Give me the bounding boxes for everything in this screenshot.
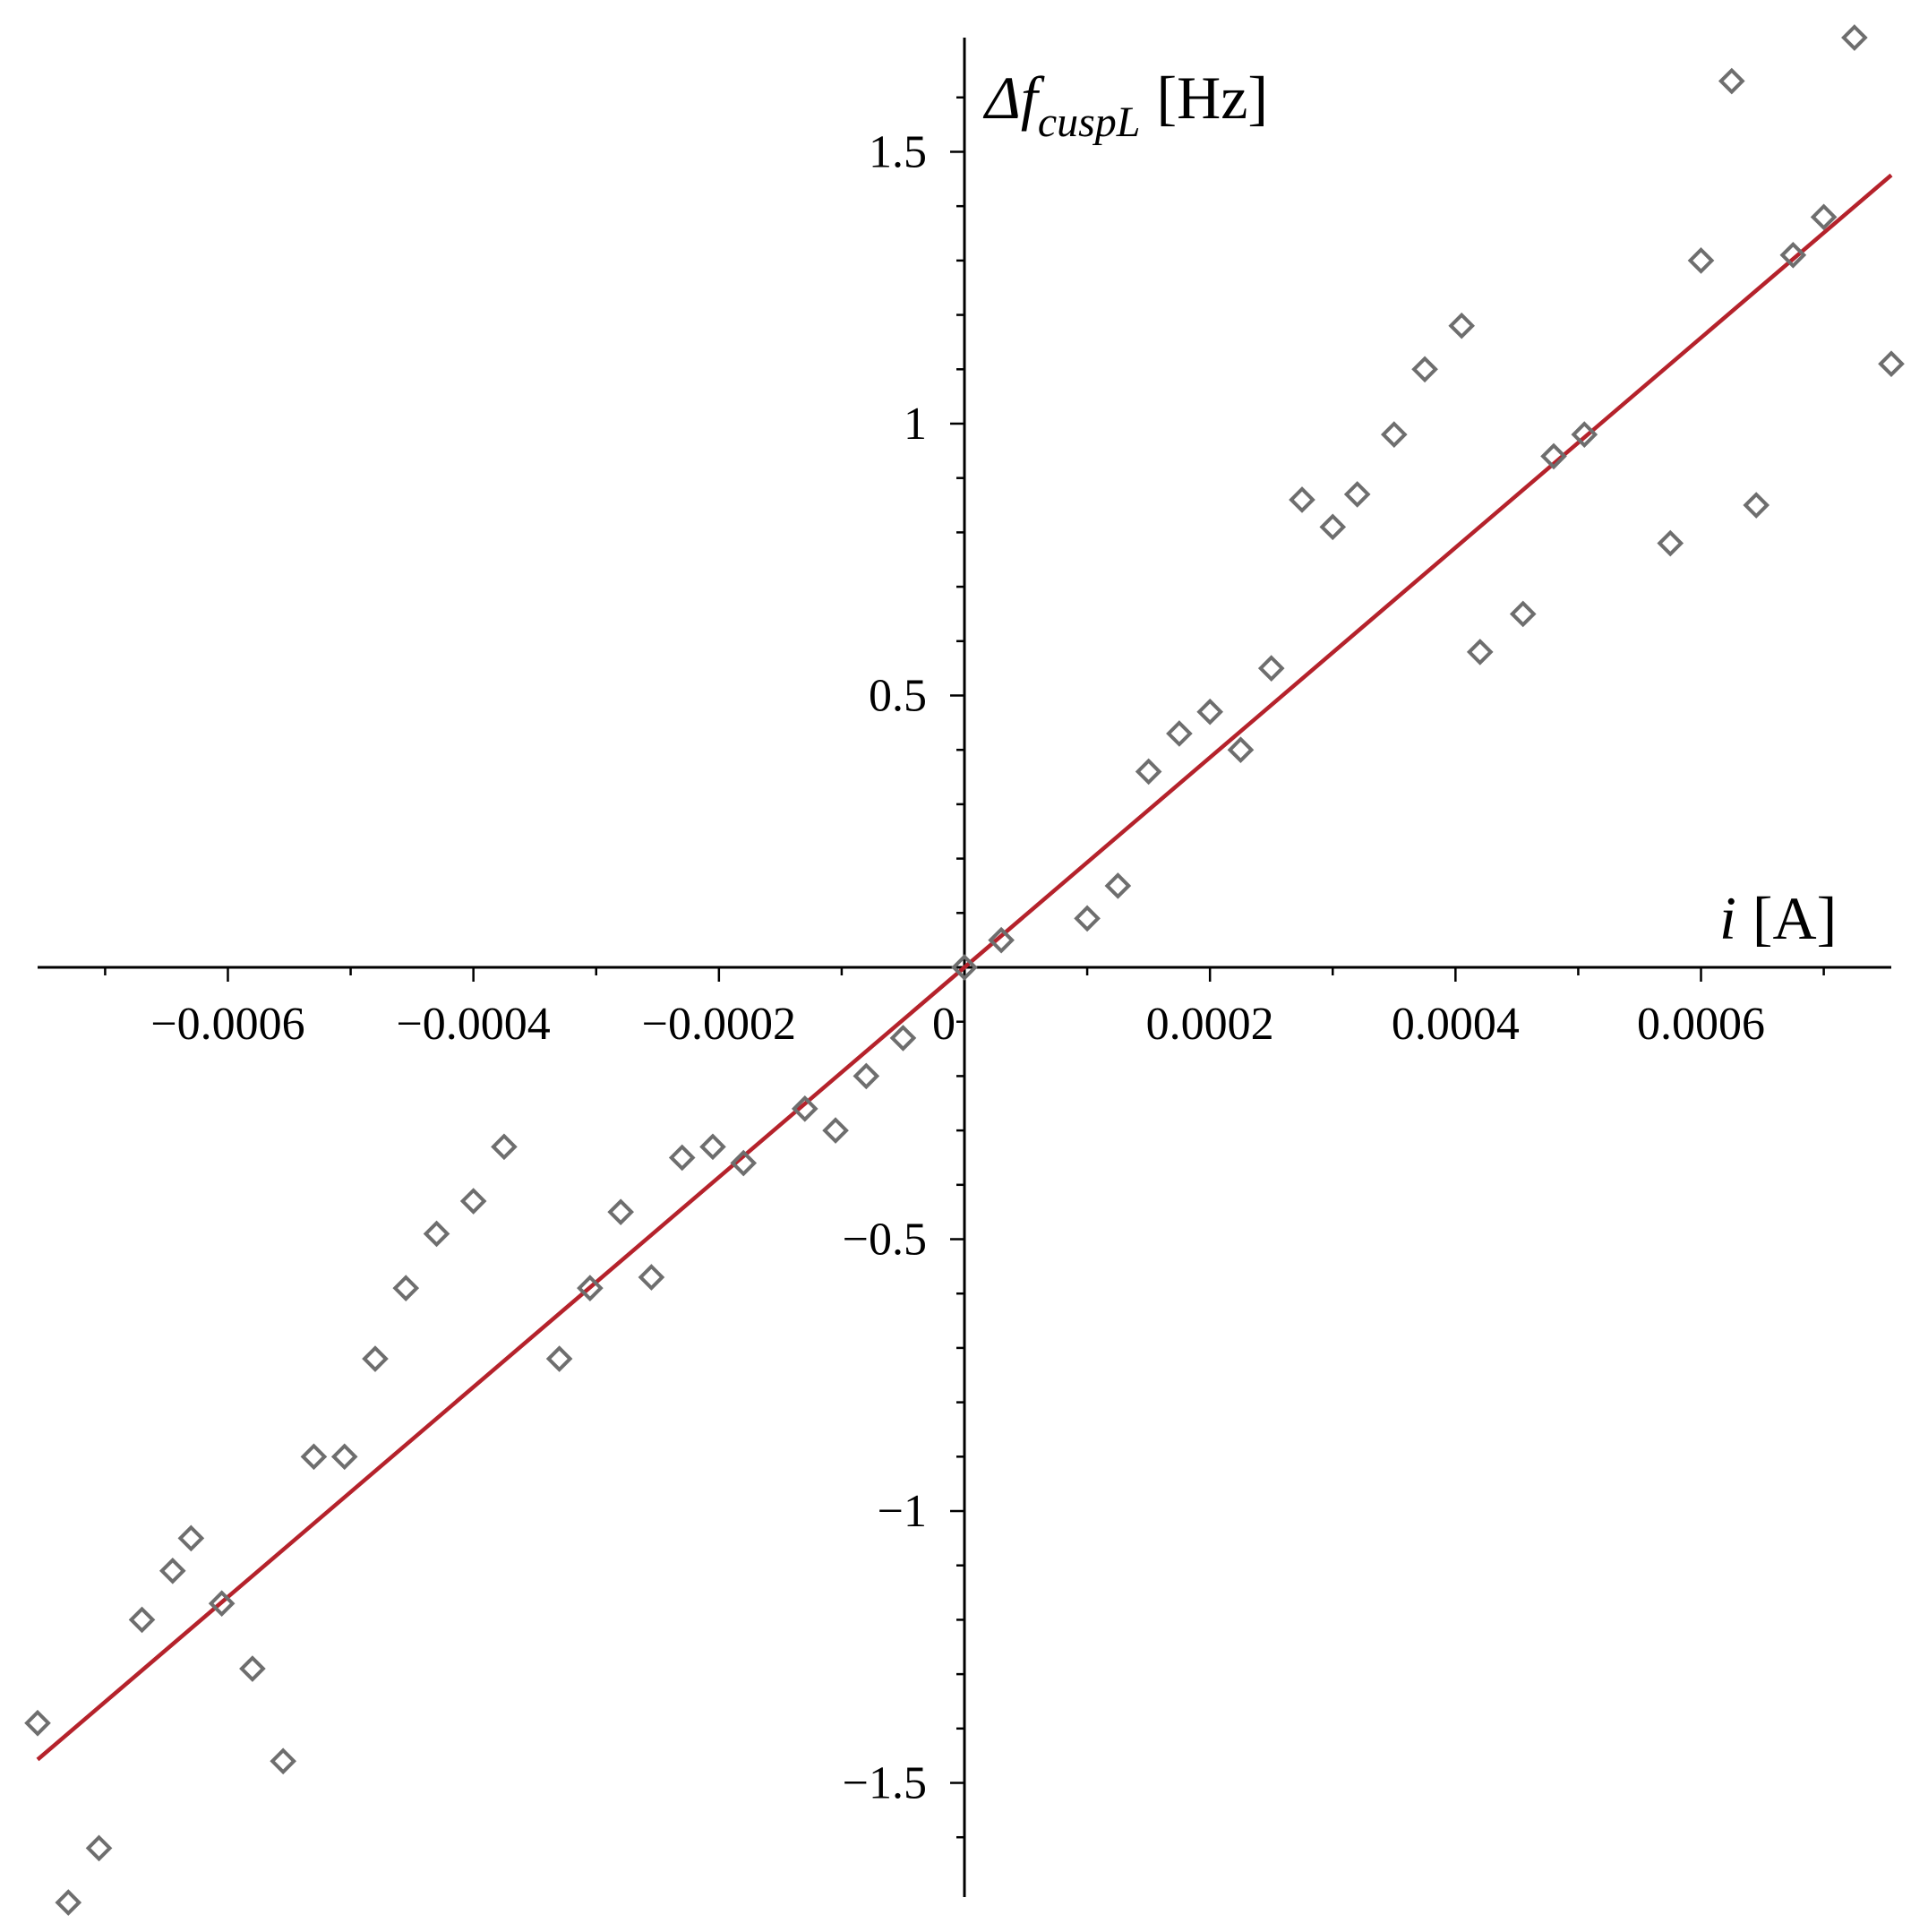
- x-axis-unit: [A]: [1752, 884, 1837, 952]
- data-point: [208, 1590, 236, 1618]
- x-tick-label: −0.0002: [642, 999, 796, 1050]
- data-point: [607, 1198, 634, 1225]
- x-axis-symbol: i: [1719, 884, 1736, 952]
- data-point: [55, 1889, 82, 1916]
- data-point: [577, 1275, 604, 1301]
- data-point: [1841, 24, 1868, 51]
- data-point: [1227, 736, 1255, 764]
- data-point: [822, 1117, 849, 1144]
- data-point: [1810, 203, 1838, 231]
- y-tick-label: −0.5: [843, 1215, 927, 1266]
- data-point: [177, 1524, 205, 1552]
- data-point: [1319, 513, 1347, 541]
- data-point: [951, 954, 978, 981]
- data-point: [85, 1834, 113, 1862]
- data-point: [1509, 600, 1537, 628]
- data-point: [1289, 486, 1315, 513]
- data-point: [270, 1747, 297, 1775]
- y-axis-subscript: cuspL: [1038, 99, 1141, 146]
- fit-line-group: [36, 173, 1893, 1762]
- y-axis-symbol: Δf: [982, 64, 1045, 132]
- x-tick-label: 0.0002: [1146, 999, 1274, 1050]
- data-point: [668, 1144, 696, 1172]
- data-point: [392, 1275, 420, 1301]
- data-point: [24, 1709, 51, 1737]
- y-axis-title: ΔfcuspL [Hz]: [982, 64, 1268, 146]
- data-point: [988, 926, 1015, 954]
- data-point: [1743, 492, 1770, 519]
- data-point: [1135, 758, 1162, 786]
- y-tick-label: 0.5: [869, 670, 927, 721]
- data-point: [1343, 481, 1371, 508]
- tick-labels: −0.0006 −0.0004 −0.0002 0 0.0002 0.0004 0.0006…: [150, 126, 1765, 1808]
- data-point: [1540, 442, 1567, 470]
- data-point: [1779, 241, 1807, 269]
- data-points: [24, 24, 1905, 1916]
- data-point: [1166, 720, 1193, 747]
- data-point: [362, 1345, 389, 1372]
- data-point: [1257, 655, 1285, 682]
- data-point: [1657, 529, 1684, 557]
- data-point: [889, 1025, 917, 1052]
- data-point: [1718, 67, 1745, 95]
- data-point: [1571, 421, 1598, 448]
- data-point: [1411, 356, 1438, 383]
- tick-marks: [104, 96, 1825, 1839]
- data-point: [853, 1062, 880, 1090]
- data-point: [159, 1557, 186, 1584]
- fit-line: [36, 173, 1893, 1762]
- data-point: [1878, 350, 1905, 378]
- data-point: [459, 1188, 487, 1215]
- x-tick-label: 0.0004: [1392, 999, 1520, 1050]
- data-point: [1074, 905, 1101, 932]
- data-point: [300, 1443, 328, 1471]
- data-point: [1196, 698, 1224, 726]
- data-point: [1466, 639, 1494, 665]
- y-tick-label: −1.5: [843, 1758, 927, 1809]
- y-tick-label: −1: [878, 1486, 927, 1537]
- data-point: [330, 1443, 358, 1471]
- data-point: [1448, 312, 1476, 339]
- y-tick-label: 1.5: [869, 126, 927, 177]
- data-point: [239, 1655, 266, 1682]
- data-point: [128, 1606, 156, 1634]
- y-axis-unit: [Hz]: [1157, 64, 1269, 132]
- x-tick-label: 0: [932, 999, 955, 1050]
- data-point: [730, 1149, 758, 1177]
- data-point: [1380, 421, 1408, 448]
- x-tick-label: −0.0006: [150, 999, 304, 1050]
- x-axis-title: i [A]: [1719, 884, 1837, 952]
- data-point: [638, 1264, 665, 1291]
- data-point: [1687, 247, 1715, 274]
- x-tick-label: −0.0004: [396, 999, 550, 1050]
- y-tick-label: 1: [904, 399, 927, 450]
- data-point: [545, 1345, 573, 1372]
- data-point: [699, 1133, 726, 1161]
- data-point: [423, 1220, 450, 1248]
- data-point: [491, 1133, 518, 1161]
- data-point: [791, 1095, 818, 1122]
- x-tick-label: 0.0006: [1637, 999, 1765, 1050]
- data-point: [1104, 872, 1132, 899]
